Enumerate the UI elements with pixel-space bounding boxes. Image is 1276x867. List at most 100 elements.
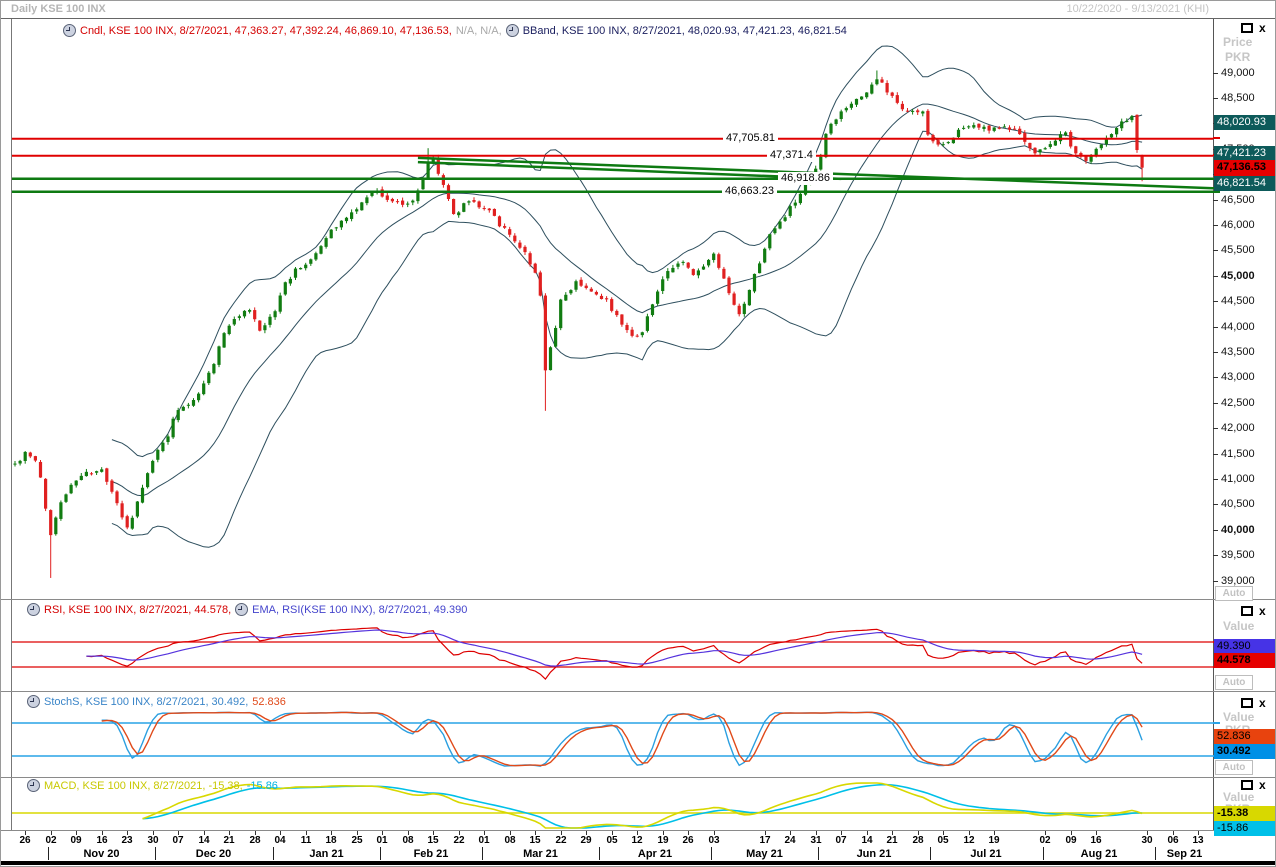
date-tick-label: 18	[325, 835, 337, 846]
month-label: Apr 21	[637, 848, 673, 860]
date-tick	[306, 831, 307, 835]
date-tick	[994, 831, 995, 835]
price-axis-title: Price	[1223, 35, 1253, 49]
date-tick-label: 29	[580, 835, 592, 846]
date-range: 10/22/2020 - 9/13/2021 (KHI)	[1066, 3, 1209, 15]
resistance-2-label[interactable]: 47,371.4	[767, 149, 816, 162]
price-tick	[1213, 377, 1218, 378]
date-tick-label: 09	[70, 835, 82, 846]
date-tick	[1147, 831, 1148, 835]
date-tick	[1198, 831, 1199, 835]
date-tick-label: 06	[1167, 835, 1179, 846]
date-tick-label: 21	[223, 835, 235, 846]
date-tick	[969, 831, 970, 835]
bband-legend[interactable]: BBand, KSE 100 INX, 8/27/2021, 48,020.93…	[522, 24, 847, 37]
date-tick	[841, 831, 842, 835]
support-1-label[interactable]: 46,918.86	[778, 172, 833, 185]
date-tick-label: 12	[631, 835, 643, 846]
date-tick	[204, 831, 205, 835]
date-tick	[561, 831, 562, 835]
price-tick-label: 46,000	[1221, 219, 1255, 231]
month-label: Jun 21	[856, 848, 892, 860]
date-tick	[255, 831, 256, 835]
price-tick	[1213, 479, 1218, 480]
rsi-legend-text[interactable]: RSI, KSE 100 INX, 8/27/2021, 44.578,	[44, 603, 232, 616]
date-tick	[816, 831, 817, 835]
maximize-icon[interactable]	[1241, 606, 1253, 616]
resistance-1-label[interactable]: 47,705.81	[723, 132, 778, 145]
date-tick	[1096, 831, 1097, 835]
close-icon[interactable]: x	[1259, 696, 1266, 710]
date-tick	[76, 831, 77, 835]
date-tick-label: 01	[478, 835, 490, 846]
month-label: Nov 20	[83, 848, 120, 860]
maximize-icon[interactable]	[1241, 23, 1253, 33]
date-tick-label: 30	[1141, 835, 1153, 846]
macd-panel-window-buttons: x	[1241, 778, 1266, 792]
date-tick	[612, 831, 613, 835]
date-tick-label: 04	[274, 835, 286, 846]
date-tick	[918, 831, 919, 835]
candle-legend[interactable]: Cndl, KSE 100 INX, 8/27/2021, 47,363.27,…	[80, 24, 452, 37]
price-tick-label: 42,500	[1221, 397, 1255, 409]
interval-clock-icon[interactable]	[27, 603, 40, 616]
stoch-legend: StochS, KSE 100 INX, 8/27/2021, 30.492, …	[27, 695, 286, 708]
month-label: Jan 21	[309, 848, 344, 860]
stoch-d-value-box: 52.836	[1214, 729, 1275, 744]
date-tick-label: 08	[402, 835, 414, 846]
close-icon[interactable]: x	[1259, 21, 1266, 35]
month-label: Aug 21	[1080, 848, 1118, 860]
price-tick-label: 48,500	[1221, 92, 1255, 104]
month-label: Dec 20	[195, 848, 232, 860]
macd-legend-text[interactable]: MACD, KSE 100 INX, 8/27/2021, -15.38,	[44, 779, 243, 792]
price-axis-unit: PKR	[1225, 50, 1251, 64]
support-2-label[interactable]: 46,663.23	[722, 185, 777, 198]
interval-clock-icon[interactable]	[235, 603, 249, 616]
maximize-icon[interactable]	[1241, 698, 1253, 708]
rsi-axis-auto-button[interactable]: Auto	[1215, 675, 1253, 690]
interval-clock-icon[interactable]	[63, 24, 76, 37]
close-icon[interactable]: x	[1259, 604, 1266, 618]
date-tick-label: 19	[988, 835, 1000, 846]
macd-axis-title: Value	[1223, 790, 1255, 804]
month-separator	[155, 847, 156, 860]
month-label: May 21	[746, 848, 783, 860]
price-tick	[1213, 504, 1218, 505]
date-tick-label: 15	[427, 835, 439, 846]
date-tick	[280, 831, 281, 835]
date-tick-label: 28	[249, 835, 261, 846]
rsi-ema-legend-text[interactable]: EMA, RSI(KSE 100 INX), 8/27/2021, 49.390	[252, 603, 468, 616]
interval-clock-icon[interactable]	[505, 24, 519, 37]
interval-clock-icon[interactable]	[27, 779, 40, 792]
close-icon[interactable]: x	[1259, 778, 1266, 792]
title-bar[interactable]: Daily KSE 100 INX 10/22/2020 - 9/13/2021…	[1, 1, 1275, 19]
price-tick	[1213, 327, 1218, 328]
price-tick	[1213, 555, 1218, 556]
date-tick-label: 16	[1090, 835, 1102, 846]
date-tick-label: 11	[300, 835, 312, 846]
main-axis-auto-button[interactable]: Auto	[1215, 586, 1253, 601]
price-tick-label: 46,500	[1221, 194, 1255, 206]
rsi-axis-title: Value	[1223, 619, 1255, 633]
price-tick-label: 39,500	[1221, 549, 1255, 561]
axis-separator	[1213, 19, 1214, 831]
stoch-80-tick	[1213, 722, 1220, 724]
price-tick-label: 45,000	[1221, 270, 1255, 282]
date-tick	[25, 831, 26, 835]
maximize-icon[interactable]	[1241, 780, 1253, 790]
price-tick	[1213, 428, 1218, 429]
bottom-frame	[1, 861, 1275, 865]
interval-clock-icon[interactable]	[27, 695, 40, 708]
date-tick	[1173, 831, 1174, 835]
date-tick	[408, 831, 409, 835]
price-tick	[1213, 276, 1218, 277]
date-tick-label: 30	[147, 835, 159, 846]
candle-legend-na: N/A, N/A,	[455, 24, 502, 37]
date-tick-label: 22	[453, 835, 465, 846]
macd-legend: MACD, KSE 100 INX, 8/27/2021, -15.38, -1…	[27, 779, 278, 792]
stoch-legend-text[interactable]: StochS, KSE 100 INX, 8/27/2021, 30.492,	[44, 695, 249, 708]
stoch-axis-title: Value	[1223, 710, 1255, 724]
stoch-axis-auto-button[interactable]: Auto	[1215, 760, 1253, 775]
date-tick-label: 02	[45, 835, 57, 846]
